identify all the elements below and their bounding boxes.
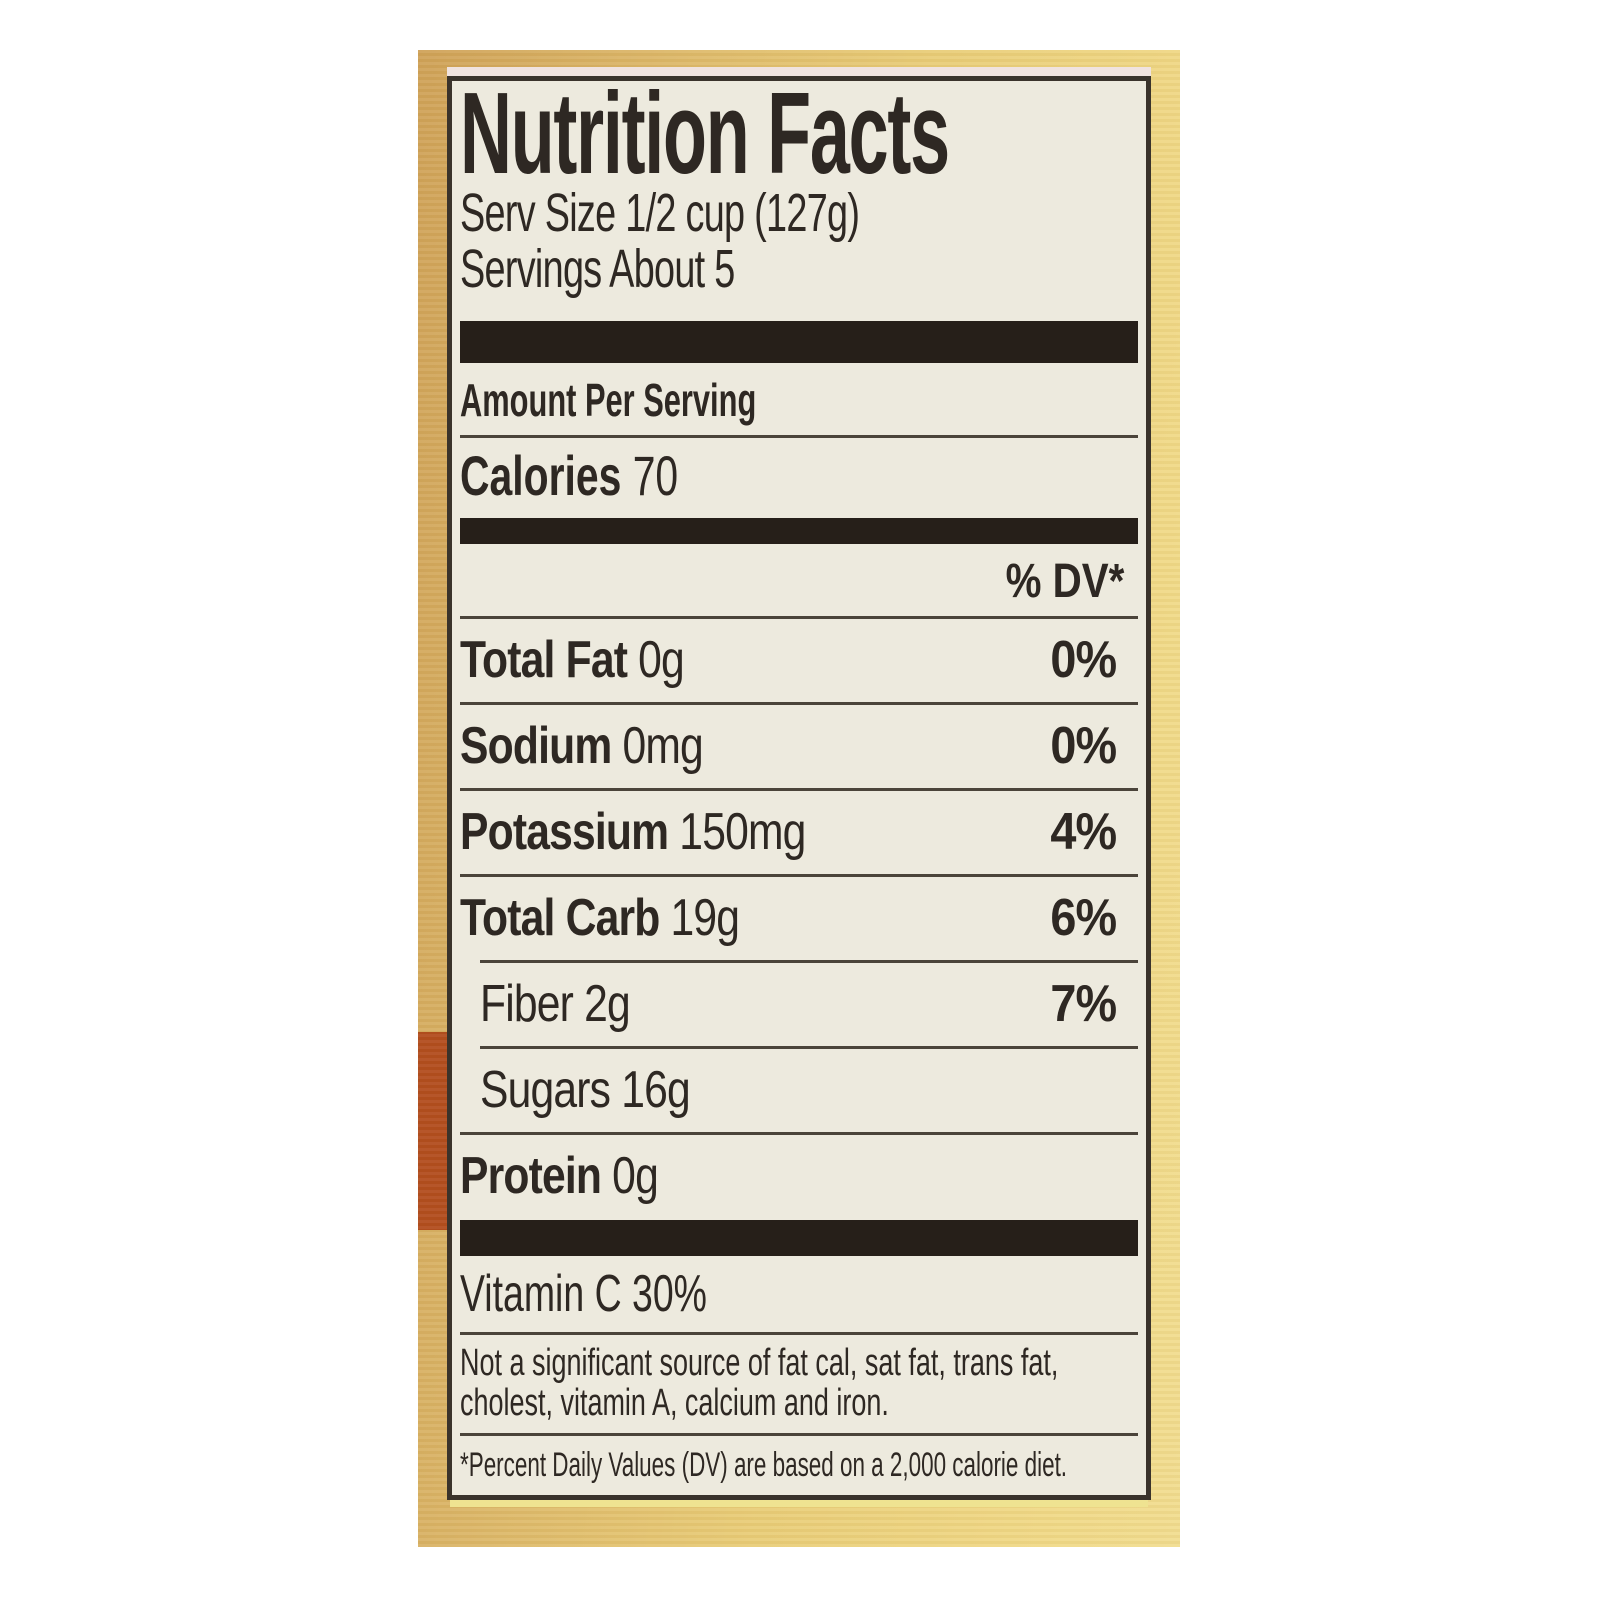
- nutrient-daily-value: 0%: [1050, 631, 1117, 689]
- nutrient-daily-value: 7%: [1050, 975, 1117, 1033]
- package-accent-bar: [418, 1032, 448, 1230]
- nutrient-daily-value: 0%: [1050, 717, 1117, 775]
- nutrient-row: Total Fat 0g 0%: [460, 619, 1138, 702]
- nutrient-rows: Total Fat 0g 0% Sodium 0mg 0% Potassium 150m…: [460, 619, 1138, 1218]
- nutrient-name-amount: Potassium 150mg: [460, 804, 881, 861]
- daily-value-footnote: *Percent Daily Values (DV) are based on …: [460, 1436, 1138, 1484]
- divider-bar-medium: [460, 518, 1138, 544]
- not-significant-note: Not a significant source of fat cal, sat…: [460, 1335, 1138, 1436]
- nutrient-amount: 19g: [659, 889, 741, 947]
- serving-size-text: Serv Size 1/2 cup (127g): [460, 183, 860, 243]
- divider-bar-thick: [460, 321, 1138, 363]
- nutrient-daily-value: 4%: [1050, 803, 1117, 861]
- vitamin-c-text: Vitamin C 30%: [460, 1265, 707, 1323]
- vitamin-c-row: Vitamin C 30%: [460, 1256, 1138, 1335]
- nutrient-name: Total Carb: [460, 889, 660, 947]
- nutrient-name: Sodium: [460, 717, 612, 775]
- label-title-text: Nutrition Facts: [460, 68, 950, 198]
- nutrient-row: Protein 0g: [460, 1132, 1138, 1218]
- nutrient-name: Potassium: [460, 803, 669, 861]
- nutrient-row: Total Carb 19g 6%: [460, 874, 1138, 960]
- divider-bar-bottom: [460, 1220, 1138, 1256]
- not-significant-note-text: Not a significant source of fat cal, sat…: [460, 1342, 1059, 1424]
- daily-value-header: % DV*: [460, 544, 1138, 619]
- amount-per-serving-header: Amount Per Serving: [460, 363, 1138, 438]
- nutrient-name-amount: Sodium 0mg: [460, 718, 756, 775]
- nutrient-name: Fiber: [480, 975, 574, 1033]
- nutrient-row: Sugars 16g: [480, 1046, 1138, 1132]
- calories-value: 70: [632, 444, 679, 507]
- serving-size-line: Serv Size 1/2 cup (127g): [460, 185, 1138, 241]
- nutrient-amount: 2g: [573, 975, 631, 1033]
- servings-text: Servings About 5: [460, 239, 735, 299]
- nutrient-name: Sugars: [480, 1061, 611, 1119]
- daily-value-header-text: % DV*: [1005, 555, 1124, 608]
- nutrient-amount: 0mg: [611, 717, 703, 775]
- calories-label: Calories: [460, 444, 622, 507]
- calories-row: Calories 70: [460, 438, 1138, 518]
- nutrient-amount: 16g: [610, 1061, 691, 1119]
- nutrient-name: Total Fat: [460, 631, 628, 689]
- nutrient-name-amount: Protein 0g: [460, 1148, 701, 1205]
- nutrient-name-amount: Fiber 2g: [480, 976, 663, 1033]
- nutrient-name-amount: Total Fat 0g: [460, 632, 733, 689]
- nutrient-name-amount: Sugars 16g: [480, 1062, 736, 1119]
- nutrient-row: Sodium 0mg 0%: [460, 702, 1138, 788]
- amount-per-serving-text: Amount Per Serving: [460, 374, 757, 426]
- daily-value-footnote-text: *Percent Daily Values (DV) are based on …: [460, 1446, 1068, 1484]
- nutrient-name: Protein: [460, 1147, 602, 1205]
- nutrition-facts-label: Nutrition Facts Serv Size 1/2 cup (127g)…: [447, 68, 1151, 1500]
- nutrient-row: Fiber 2g 7%: [480, 960, 1138, 1046]
- nutrient-daily-value: 6%: [1050, 889, 1117, 947]
- servings-line: Servings About 5: [460, 241, 1138, 297]
- nutrient-amount: 0g: [627, 631, 685, 689]
- package-background: Nutrition Facts Serv Size 1/2 cup (127g)…: [418, 50, 1180, 1547]
- label-title: Nutrition Facts: [460, 68, 1138, 198]
- nutrient-name-amount: Total Carb 19g: [460, 890, 801, 947]
- nutrient-row: Potassium 150mg 4%: [460, 788, 1138, 874]
- nutrient-amount: 0g: [601, 1147, 659, 1205]
- nutrient-amount: 150mg: [668, 803, 806, 861]
